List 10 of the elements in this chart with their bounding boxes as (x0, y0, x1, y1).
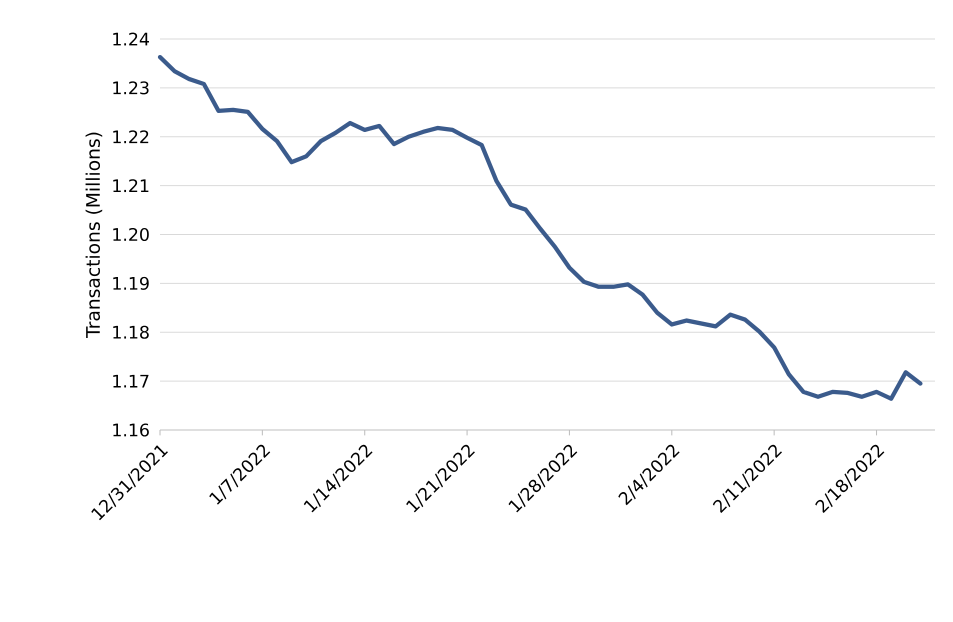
y-tick-label: 1.18 (113, 326, 149, 339)
y-tick-label: 1.20 (113, 228, 149, 242)
y-axis-title: Transactions (Millions) (86, 132, 102, 338)
y-tick-label: 1.22 (113, 130, 148, 144)
y-tick-label: 1.21 (113, 179, 148, 192)
y-tick-label: 1.17 (113, 374, 148, 388)
y-tick-label: 1.24 (113, 32, 149, 46)
y-tick-label: 1.19 (113, 276, 149, 290)
y-tick-label: 1.16 (113, 423, 149, 437)
y-tick-label: 1.23 (113, 81, 149, 94)
